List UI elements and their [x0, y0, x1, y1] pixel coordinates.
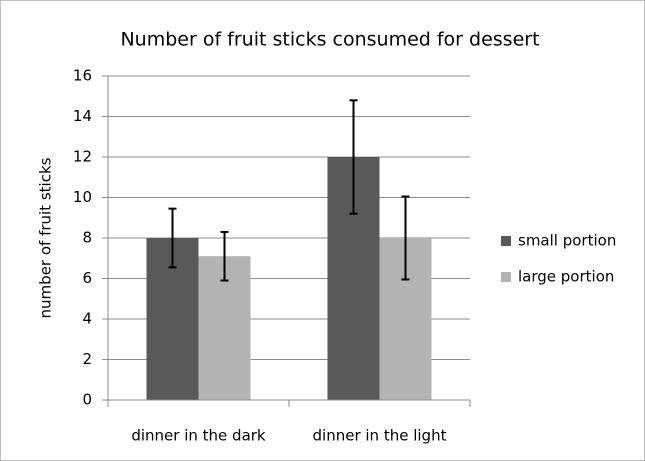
y-tick-label: 12	[73, 148, 92, 166]
y-tick-label: 2	[82, 350, 92, 368]
y-tick-label: 14	[73, 107, 92, 125]
x-tick-label: dinner in the light	[313, 427, 447, 445]
y-axis-label: number of fruit sticks	[37, 157, 55, 318]
y-tick-label: 0	[82, 391, 92, 409]
legend-label: large portion	[518, 268, 614, 286]
y-tick-label: 8	[82, 229, 92, 247]
error-bar	[220, 230, 229, 282]
error-bar	[349, 99, 358, 215]
legend-swatch	[501, 272, 511, 282]
x-tick-label: dinner in the dark	[131, 427, 266, 445]
chart-title: Number of fruit sticks consumed for dess…	[120, 29, 539, 51]
legend-label: small portion	[518, 232, 616, 250]
legend-swatch	[501, 236, 511, 246]
error-bar	[401, 195, 410, 281]
y-tick-label: 16	[73, 67, 92, 85]
y-tick-label: 4	[82, 310, 92, 328]
y-tick-label: 10	[73, 188, 92, 206]
error-bar	[168, 207, 177, 269]
y-tick-label: 6	[82, 269, 92, 287]
